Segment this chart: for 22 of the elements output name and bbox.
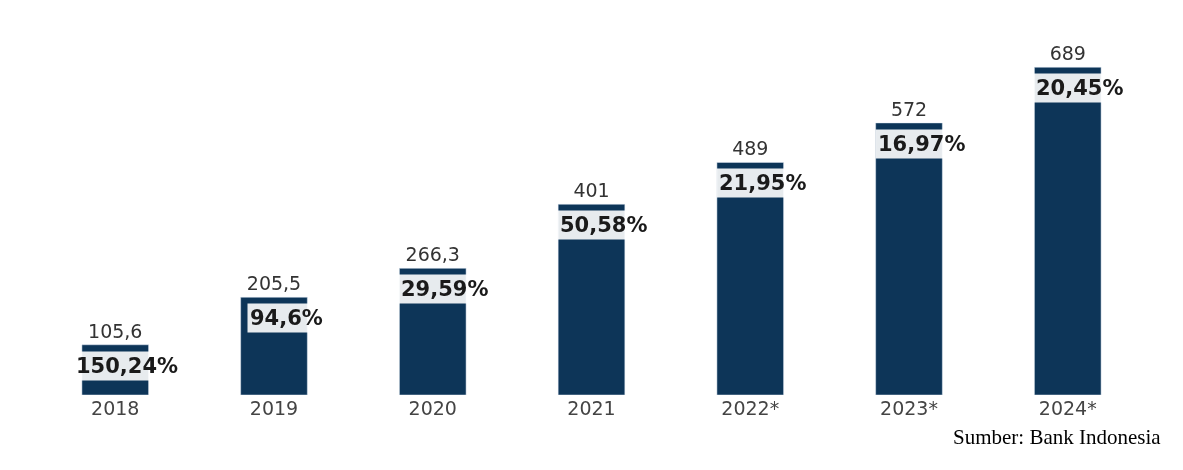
annotation: 94,6% [250,306,323,330]
x-tick-label: 2024* [1038,397,1097,419]
data-label: 205,5 [246,272,302,295]
data-label: 105,6 [88,319,143,342]
annotation: 29,59% [401,277,489,301]
annotation: 21,95% [719,171,807,195]
x-tick-label: 2019 [249,397,299,419]
annotation: 150,24% [76,354,179,378]
annotation: 50,58% [560,213,648,237]
data-label: 689 [1049,42,1086,65]
data-label: 489 [732,137,769,160]
x-tick-label: 2022* [721,397,780,419]
data-label: 401 [573,179,610,202]
data-label: 572 [890,97,928,120]
x-tick-label: 2020 [408,397,457,419]
annotation: 16,97% [878,132,966,156]
x-tick-label: 2018 [91,397,140,419]
text: Sumber: Bank Indonesia [953,425,1162,449]
annotation: 20,45% [1036,76,1124,100]
data-label: 266,3 [405,243,460,266]
x-tick-label: 2021 [567,397,616,419]
x-tick-label: 2023* [880,397,938,419]
